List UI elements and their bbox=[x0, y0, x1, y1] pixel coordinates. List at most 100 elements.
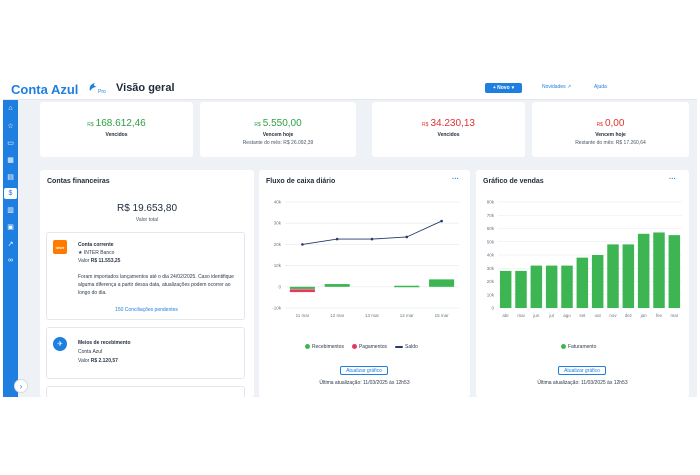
point-balance bbox=[370, 237, 374, 241]
bar-revenue bbox=[653, 232, 665, 308]
link-icon[interactable]: ∞ bbox=[8, 257, 13, 264]
kpi-value: R$ 34.230,13 bbox=[372, 118, 525, 129]
y-tick-label: 30k bbox=[487, 266, 495, 271]
new-button-label: + Novo bbox=[492, 85, 510, 91]
cashflow-update-button[interactable]: Atualizar gráfico bbox=[340, 366, 388, 375]
kpi-amount: 0,00 bbox=[604, 118, 625, 129]
value-label: Valor bbox=[78, 258, 90, 264]
x-tick-label: nov bbox=[609, 313, 617, 318]
point-balance bbox=[335, 237, 339, 241]
x-tick-label: ago bbox=[563, 313, 571, 318]
kpi-remaining: Restante do mês: R$ 26.092,39 bbox=[242, 140, 314, 146]
brand-logo[interactable]: Conta Azul bbox=[11, 82, 79, 97]
account-name: Conta corrente bbox=[78, 242, 114, 248]
app-window: Conta Azul Pro Visão geral + Novo ▾ Novi… bbox=[3, 78, 697, 397]
cashflow-chart: 40k 30k 20k 10k 0 -10k 11 mar 12 mar 13 mar 14 ma… bbox=[272, 200, 459, 318]
x-tick-label: mar bbox=[670, 313, 678, 318]
bar-receipts bbox=[324, 284, 350, 287]
bar-revenue bbox=[591, 255, 604, 308]
y-tick-label: 60k bbox=[487, 226, 495, 231]
y-tick-label: 40k bbox=[274, 200, 282, 205]
x-tick-label: 12 mar bbox=[330, 313, 345, 318]
cashflow-legend: Recebimentos Pagamentos Saldo bbox=[305, 344, 418, 350]
kpi-label: Vencidos bbox=[105, 132, 128, 138]
sales-card-title: Gráfico de vendas bbox=[483, 178, 544, 185]
y-tick-label: 10k bbox=[487, 292, 495, 297]
accounts-card-title: Contas financeiras bbox=[47, 178, 110, 185]
inter-bank-logo: inter bbox=[53, 240, 67, 254]
sidebar: ⌂ ☆ ▭ ▦ ▤ $ ▥ ▣ ↗ ∞ bbox=[3, 100, 18, 397]
document-icon[interactable]: ▤ bbox=[7, 173, 14, 181]
sales-chart: 80k 70k 60k 50k 40k 30k 20k 10k 0 abr mai jun jul ago… bbox=[487, 200, 682, 318]
account-bank: Conta Azul bbox=[78, 349, 103, 355]
kpi-amount: 5.550,00 bbox=[262, 118, 302, 129]
y-tick-label: 40k bbox=[487, 253, 495, 258]
value-amount: R$ 11.553,25 bbox=[90, 258, 121, 264]
bar-revenue bbox=[622, 244, 635, 308]
x-tick-label: dez bbox=[625, 313, 633, 318]
account-item-receiving[interactable]: ✈ Meios de recebimento Conta Azul Valor … bbox=[46, 327, 245, 379]
line-balance bbox=[302, 220, 442, 245]
currency-label: R$ bbox=[422, 122, 429, 128]
sales-update-button[interactable]: Atualizar gráfico bbox=[558, 366, 606, 375]
bar-revenue bbox=[530, 265, 543, 308]
kpi-receivable-overdue[interactable]: R$ 168.612,46 Vencidos bbox=[40, 102, 193, 157]
currency-label: R$ bbox=[596, 122, 603, 128]
bank-icon[interactable]: ▥ bbox=[7, 206, 14, 214]
sales-last-update: Última atualização: 11/03/2025 às 12h53 bbox=[537, 380, 628, 386]
store-icon[interactable]: ▦ bbox=[7, 156, 14, 164]
y-tick-label: 80k bbox=[487, 200, 495, 205]
y-tick-label: 70k bbox=[487, 213, 495, 218]
kpi-receivable-today[interactable]: R$ 5.550,00 Vencem hoje Restante do mês: … bbox=[200, 102, 356, 157]
account-item-partial[interactable] bbox=[46, 386, 245, 397]
news-link[interactable]: Novidades ↗ bbox=[542, 84, 571, 90]
cashflow-card-title: Fluxo de caixa diário bbox=[266, 178, 336, 185]
home-icon[interactable]: ⌂ bbox=[8, 105, 13, 112]
y-tick-label: 0 bbox=[278, 284, 281, 289]
money-icon[interactable]: $ bbox=[4, 188, 17, 199]
account-item-checking[interactable]: inter Conta corrente ★ INTER Banco Valor… bbox=[46, 232, 245, 320]
kpi-label: Vencem hoje bbox=[262, 132, 294, 138]
conta-azul-logo-icon: ✈ bbox=[53, 337, 67, 351]
kpi-value: R$ 0,00 bbox=[532, 118, 689, 129]
x-tick-label: 11 mar bbox=[296, 313, 310, 318]
y-tick-label: 20k bbox=[274, 242, 282, 247]
accounts-card: Contas financeiras R$ 19.653,80 Valor to… bbox=[40, 170, 254, 397]
point-balance bbox=[301, 243, 304, 246]
x-tick-label: abr bbox=[502, 313, 509, 318]
help-link[interactable]: Ajuda bbox=[594, 84, 607, 90]
box-icon[interactable]: ▣ bbox=[7, 223, 14, 231]
x-tick-label: jan bbox=[640, 313, 648, 318]
bar-receipts bbox=[394, 285, 420, 288]
cashflow-card: Fluxo de caixa diário ··· 40k 30k 20k 10k 0 -… bbox=[259, 170, 470, 397]
bar-revenue bbox=[668, 235, 681, 308]
accounts-total-label: Valor total bbox=[135, 217, 159, 223]
x-tick-label: jun bbox=[532, 313, 540, 318]
kpi-value: R$ 168.612,46 bbox=[40, 118, 193, 129]
pending-reconciliations-link[interactable]: 150 Conciliações pendentes bbox=[115, 307, 178, 313]
sales-card: Gráfico de vendas ··· 80k 70k 60k 50k 40k 30k… bbox=[476, 170, 689, 397]
kpi-payable-overdue[interactable]: R$ 34.230,13 Vencidos bbox=[372, 102, 525, 157]
kpi-amount: 168.612,46 bbox=[95, 118, 146, 129]
account-value: Valor R$ 11.553,25 bbox=[78, 258, 120, 264]
chart-icon[interactable]: ↗ bbox=[7, 240, 14, 248]
account-name: Meios de recebimento bbox=[78, 340, 131, 346]
card-icon[interactable]: ▭ bbox=[7, 139, 14, 147]
more-options-icon[interactable]: ··· bbox=[669, 176, 676, 183]
x-tick-label: set bbox=[579, 313, 586, 318]
kpi-amount: 34.230,13 bbox=[430, 118, 475, 129]
bar-payments bbox=[289, 289, 315, 293]
kpi-payable-today[interactable]: R$ 0,00 Vencem hoje Restante do mês: R$ 1… bbox=[532, 102, 689, 157]
star-icon[interactable]: ☆ bbox=[7, 122, 14, 130]
new-button[interactable]: + Novo ▾ bbox=[485, 83, 522, 93]
more-options-icon[interactable]: ··· bbox=[452, 176, 459, 183]
sidebar-expand-button[interactable]: › bbox=[14, 379, 28, 393]
bar-revenue bbox=[576, 257, 589, 308]
external-link-icon: ↗ bbox=[567, 84, 572, 90]
x-tick-label: 13 mar bbox=[365, 313, 380, 318]
top-bar: Conta Azul Pro Visão geral + Novo ▾ Novi… bbox=[3, 78, 697, 100]
bar-revenue bbox=[515, 270, 527, 308]
kpi-label: Vencidos bbox=[437, 132, 460, 138]
news-link-label: Novidades bbox=[542, 84, 566, 90]
plan-label: Pro bbox=[98, 89, 106, 95]
